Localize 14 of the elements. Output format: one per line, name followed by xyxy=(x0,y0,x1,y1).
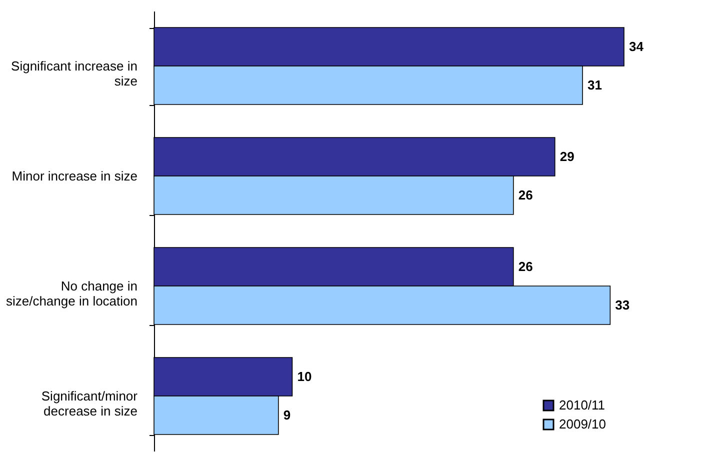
y-tick-label: Minor increase in size xyxy=(12,168,138,184)
data-label: 29 xyxy=(560,148,574,164)
legend-label: 2009/10 xyxy=(559,416,606,432)
data-label: 26 xyxy=(518,258,533,274)
data-label: 33 xyxy=(615,297,630,312)
data-label: 10 xyxy=(297,368,312,384)
data-label: 9 xyxy=(283,407,291,422)
y-tick-label: Significant/minor decrease in size xyxy=(41,388,138,418)
data-label: 34 xyxy=(629,38,644,54)
data-label: 26 xyxy=(518,187,533,202)
data-label: 31 xyxy=(588,77,602,92)
legend-label: 2010/11 xyxy=(559,398,606,412)
y-tick-label: Significant increase in size xyxy=(11,58,138,88)
y-tick-label: No change in size/change in location xyxy=(6,278,138,308)
